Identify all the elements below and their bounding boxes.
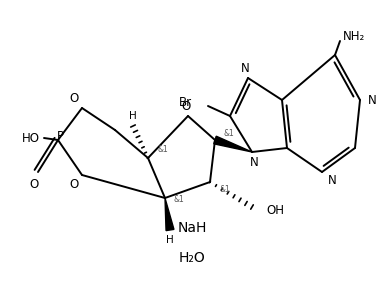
Text: &1: &1 — [223, 129, 234, 138]
Text: N: N — [241, 62, 249, 74]
Polygon shape — [165, 198, 174, 231]
Text: NH₂: NH₂ — [343, 30, 365, 44]
Text: H: H — [129, 111, 137, 121]
Text: &1: &1 — [220, 185, 230, 194]
Text: O: O — [70, 178, 79, 192]
Text: &1: &1 — [158, 145, 168, 154]
Text: N: N — [367, 93, 376, 107]
Text: O: O — [181, 100, 191, 112]
Text: &1: &1 — [174, 196, 184, 204]
Text: HO: HO — [22, 131, 40, 145]
Text: N: N — [250, 157, 258, 169]
Text: O: O — [29, 178, 39, 192]
Text: H₂O: H₂O — [179, 251, 205, 265]
Text: N: N — [328, 173, 336, 187]
Text: NaH: NaH — [177, 221, 207, 235]
Text: H: H — [166, 235, 174, 245]
Polygon shape — [214, 136, 252, 152]
Text: OH: OH — [266, 204, 284, 218]
Text: O: O — [70, 91, 79, 105]
Text: Br: Br — [179, 95, 192, 109]
Text: P: P — [57, 129, 63, 142]
